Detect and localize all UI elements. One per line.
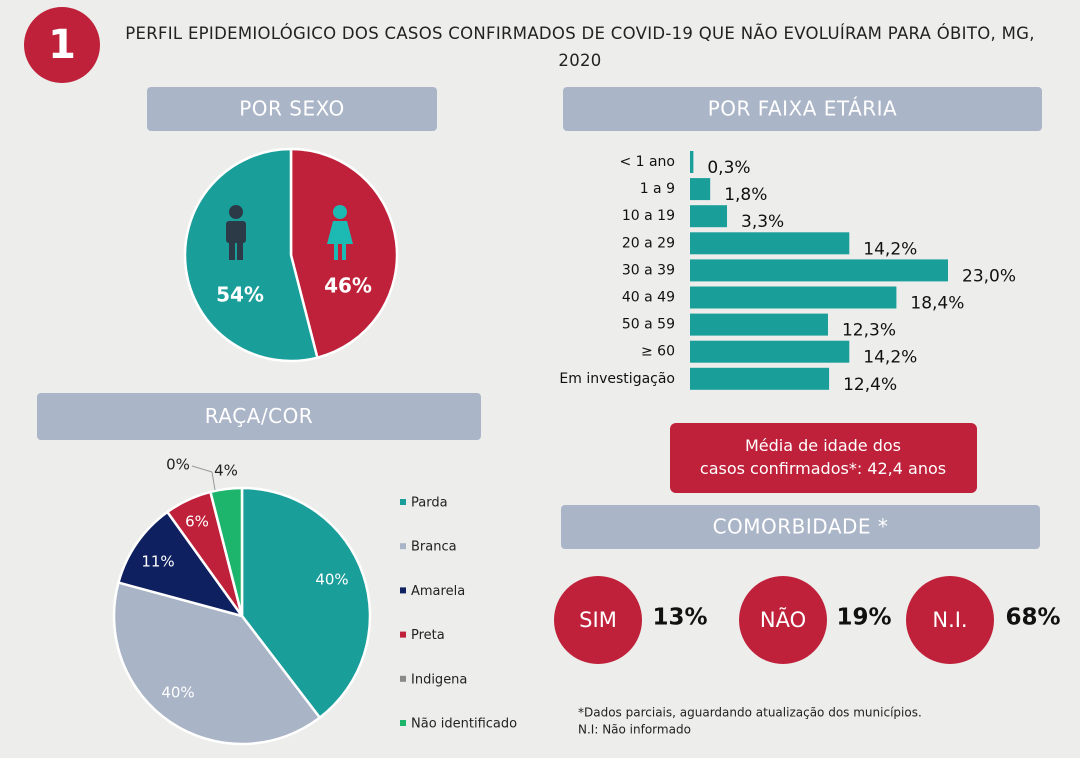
data-label: 18,4% [910,294,964,314]
data-label: 11% [141,553,174,571]
icon [334,242,338,260]
data-label: 12,3% [842,321,896,341]
data-label: 23,0% [962,266,1016,286]
icon [229,205,243,219]
legend-swatch [400,587,406,594]
legend-label: Preta [411,628,445,643]
data-label: 0,3% [707,158,750,178]
category-label: 20 a 29 [622,235,675,251]
stat-label: N.I. [932,608,967,632]
stat-circle [906,576,994,664]
category-label: 1 a 9 [640,181,675,197]
legend-label: Branca [411,540,457,555]
stat-value: 19% [836,605,891,631]
data-label: 3,3% [741,212,784,232]
section-header [561,505,1040,549]
section-title: RAÇA/COR [205,404,313,428]
mean-age: Média de idade dos casos confirmados*: 42… [700,436,946,478]
section-header [563,87,1042,131]
icon [237,241,243,260]
data-label: 40% [315,571,348,589]
stat-value: 13% [652,605,707,631]
section-title: COMORBIDADE * [713,515,889,539]
stat-circle [739,576,827,664]
data-label: 14,2% [863,239,917,259]
section-title: POR SEXO [239,97,345,121]
pie-slice [240,486,372,720]
footnote: N.I: Não informado [578,723,691,737]
data-label: 4% [214,462,238,480]
stat-value: 68% [1005,605,1060,631]
stat-label: NÃO [760,606,806,632]
data-label: 12,4% [843,375,897,395]
bar [690,232,850,255]
number: 1 [48,22,76,68]
category-label: 50 a 59 [622,317,675,333]
leader-line [211,471,216,491]
category-label: 40 a 49 [622,290,675,306]
data-label: 1,8% [724,185,767,205]
data-label: 46% [324,274,372,298]
bar [690,313,828,336]
legend-label: Amarela [411,584,465,599]
legend-label: Não identificado [411,717,517,732]
bar [690,340,850,363]
data-label: 54% [216,283,264,307]
pie-slice [116,510,246,619]
bar [690,259,948,282]
legend-label: Indigena [411,672,467,687]
stat-label: SIM [579,608,617,632]
icon [226,221,246,243]
legend-swatch [400,720,406,726]
icon [342,242,346,260]
section-header [147,87,437,131]
legend-swatch [400,631,406,638]
pie-slice [183,147,319,363]
footnote: *Dados parciais, aguardando atualização … [578,706,922,720]
category-label: < 1 ano [619,154,675,170]
leader-line [191,465,213,473]
bar [690,151,694,173]
icon [333,205,347,219]
category-label: ≥ 60 [641,344,675,360]
bar [690,367,830,390]
pie-slice [208,486,244,617]
category-label: Em investigação [559,371,675,387]
legend-swatch [400,543,406,550]
pie-slice [112,581,322,746]
section-header [37,393,481,440]
title: PERFIL EPIDEMIOLÓGICO DOS CASOS CONFIRMA… [125,24,1035,70]
icon [229,241,235,260]
stat-circle [554,576,642,664]
bar [690,178,711,201]
bar [690,205,728,228]
icon [327,221,353,244]
legend-swatch [400,675,406,682]
bar [690,286,897,309]
info-box [670,423,977,493]
number-badge [24,7,100,83]
legend-swatch [400,499,406,505]
category-label: 10 a 19 [622,208,675,224]
legend-label: Parda [411,496,448,511]
data-label: 6% [185,513,209,531]
data-label: 14,2% [863,348,917,368]
category-label: 30 a 39 [622,262,675,278]
section-title: POR FAIXA ETÁRIA [708,97,898,121]
data-label: 0% [166,456,190,474]
data-label: 40% [161,684,194,702]
